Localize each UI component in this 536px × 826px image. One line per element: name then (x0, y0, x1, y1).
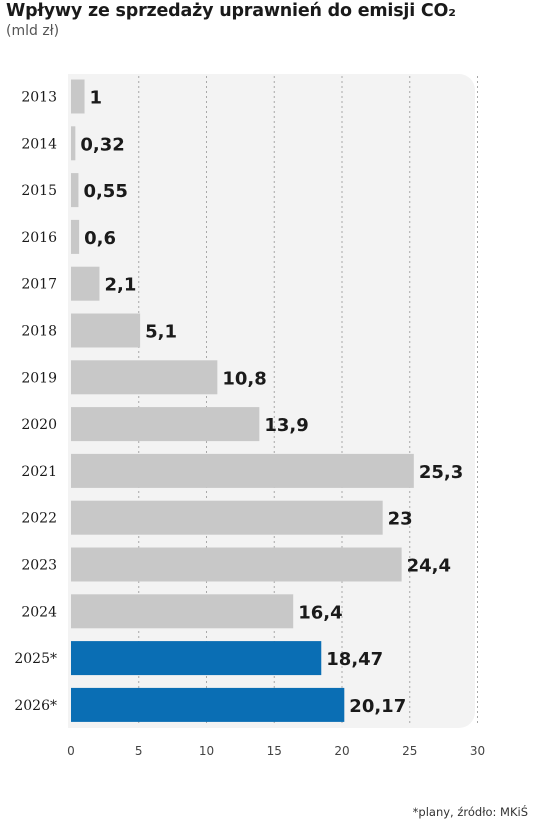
x-tick-label: 10 (199, 744, 214, 758)
category-label: 2014 (21, 136, 57, 152)
x-tick-label: 30 (470, 744, 485, 758)
bar (71, 407, 260, 442)
bar (71, 266, 100, 301)
bar (71, 173, 79, 208)
bar (71, 360, 218, 395)
value-label: 23 (388, 509, 413, 530)
category-label: 2015 (21, 183, 57, 199)
bar (71, 126, 76, 161)
category-label: 2018 (21, 324, 57, 340)
bar (71, 547, 402, 582)
bar (71, 453, 414, 488)
bar (71, 687, 345, 722)
value-label: 25,3 (419, 462, 463, 483)
bar (71, 79, 85, 114)
value-label: 0,32 (80, 134, 124, 155)
value-label: 13,9 (264, 415, 308, 436)
value-label: 0,6 (84, 228, 116, 249)
bar (71, 641, 322, 676)
x-tick-label: 5 (135, 744, 143, 758)
chart-subtitle: (mld zł) (6, 23, 60, 39)
category-label: 2024 (21, 604, 57, 620)
value-label: 18,47 (326, 649, 383, 670)
value-label: 20,17 (349, 696, 406, 717)
footnote: *plany, źródło: MKiŚ (412, 805, 528, 819)
category-label: 2023 (21, 558, 57, 574)
value-label: 16,4 (298, 602, 342, 623)
value-label: 1 (90, 88, 103, 109)
category-label: 2013 (21, 90, 57, 106)
x-tick-label: 15 (267, 744, 282, 758)
category-label: 2022 (21, 511, 57, 527)
category-label: 2020 (21, 417, 57, 433)
category-label: 2026* (14, 698, 57, 714)
value-label: 5,1 (145, 322, 177, 343)
chart-title: Wpływy ze sprzedaży uprawnień do emisji … (6, 1, 456, 21)
bar (71, 219, 80, 254)
value-label: 2,1 (104, 275, 136, 296)
value-label: 10,8 (222, 368, 266, 389)
category-label: 2019 (21, 370, 57, 386)
value-label: 24,4 (407, 556, 451, 577)
x-tick-label: 0 (67, 744, 75, 758)
category-label: 2016 (21, 230, 57, 246)
value-label: 0,55 (83, 181, 127, 202)
category-label: 2021 (21, 464, 57, 480)
bar (71, 500, 383, 535)
category-label: 2017 (21, 277, 57, 293)
bar (71, 594, 294, 629)
bar (71, 313, 141, 348)
x-tick-label: 20 (334, 744, 349, 758)
category-label: 2025* (14, 651, 57, 667)
x-tick-label: 25 (402, 744, 417, 758)
